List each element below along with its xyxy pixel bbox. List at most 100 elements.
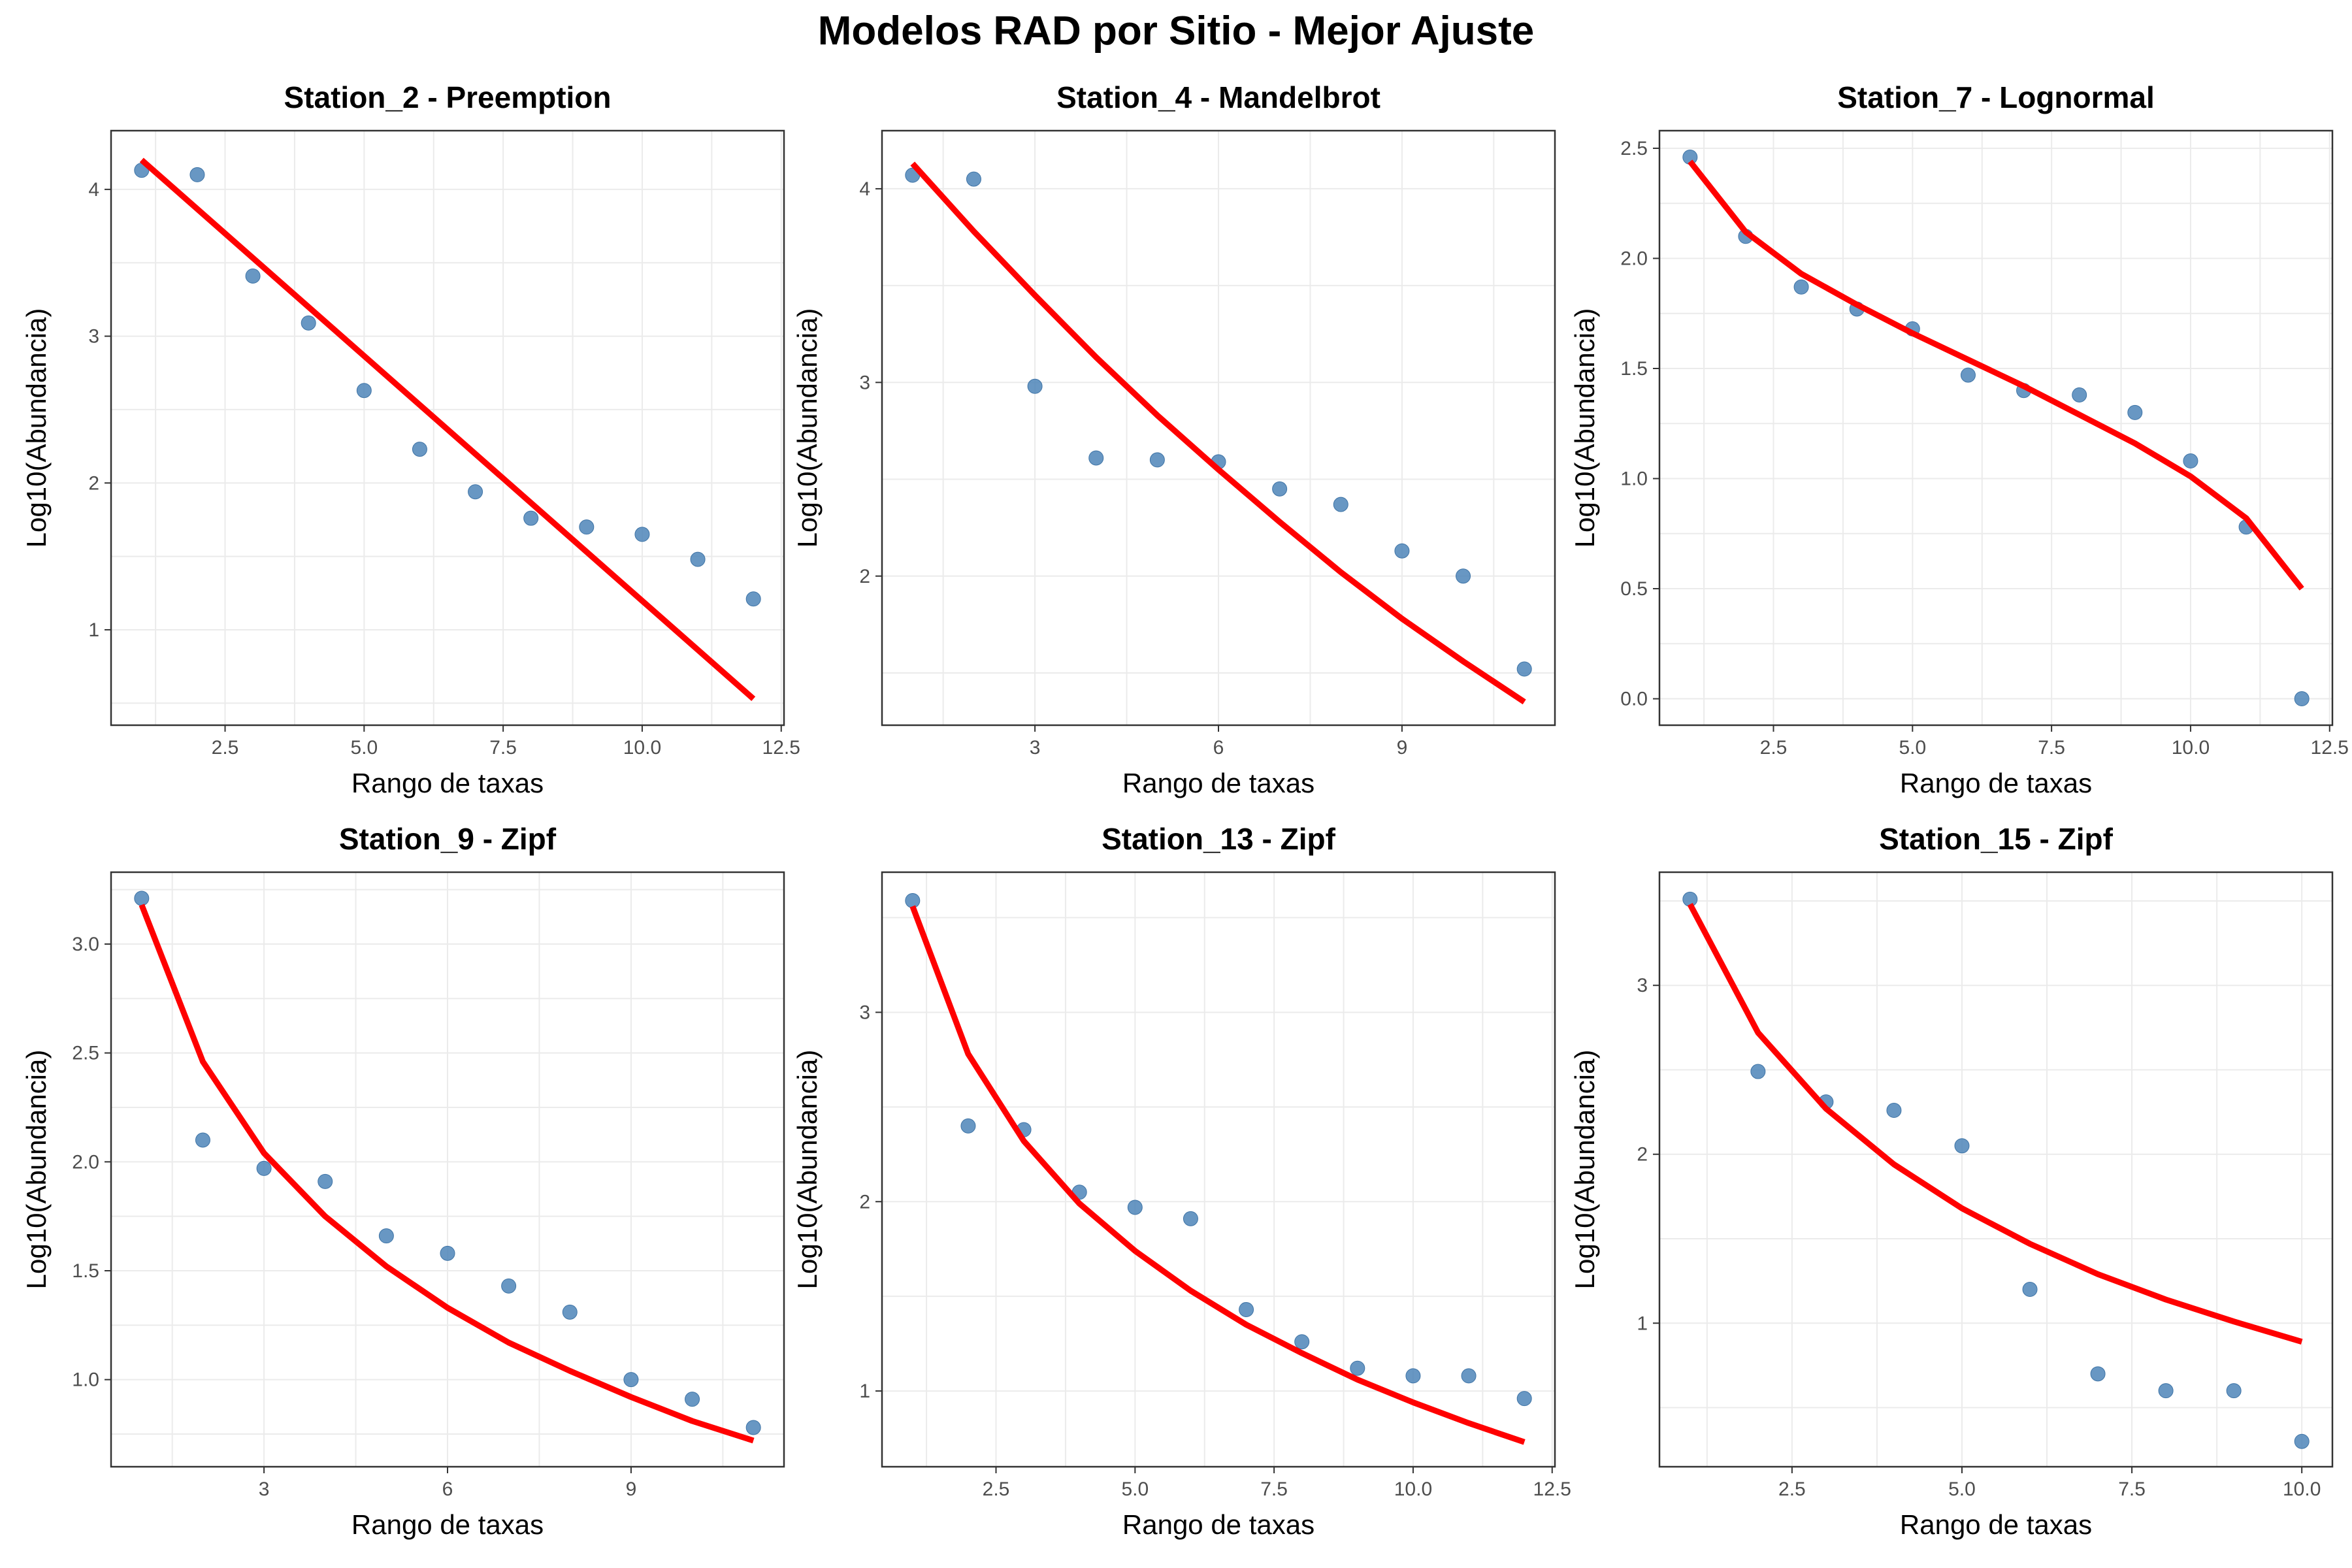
fit-line bbox=[1688, 159, 2304, 591]
data-point bbox=[1183, 1211, 1198, 1226]
data-point bbox=[440, 1245, 455, 1261]
data-point bbox=[2226, 1383, 2242, 1399]
y-tick-label: 2.5 bbox=[1620, 138, 1648, 159]
y-tick-label: 1.0 bbox=[1620, 468, 1648, 490]
data-point bbox=[2158, 1383, 2174, 1399]
x-tick-label: 2.5 bbox=[983, 1478, 1010, 1500]
x-tick-label: 2.5 bbox=[212, 737, 239, 759]
panel-title: Station_15 - Zipf bbox=[1879, 822, 2113, 856]
y-tick-label: 2.0 bbox=[72, 1151, 99, 1173]
x-tick-label: 9 bbox=[1397, 737, 1408, 759]
data-point bbox=[745, 591, 761, 607]
y-axis-label: Log10(Abundancia) bbox=[792, 308, 823, 548]
y-axis-label: Log10(Abundancia) bbox=[1569, 1050, 1600, 1290]
y-tick-label: 2 bbox=[859, 1191, 870, 1213]
y-tick-label: 2.0 bbox=[1620, 248, 1648, 269]
panel-frame bbox=[1658, 871, 2334, 1468]
x-tick-label: 3 bbox=[1030, 737, 1041, 759]
data-point bbox=[2022, 1282, 2038, 1298]
x-tick-label: 12.5 bbox=[762, 737, 800, 759]
data-point bbox=[468, 484, 483, 500]
x-tick-label: 5.0 bbox=[1899, 737, 1926, 759]
x-tick-label: 2.5 bbox=[1778, 1478, 1806, 1500]
x-tick-label: 10.0 bbox=[623, 737, 661, 759]
x-tick-label: 6 bbox=[442, 1478, 453, 1500]
panel-frame bbox=[881, 129, 1556, 727]
data-point bbox=[356, 383, 372, 399]
data-point bbox=[1886, 1103, 1902, 1119]
panel-frame bbox=[110, 871, 785, 1468]
data-point bbox=[378, 1228, 394, 1244]
y-tick-label: 1.0 bbox=[72, 1369, 99, 1391]
x-tick-label: 5.0 bbox=[1948, 1478, 1976, 1500]
data-point bbox=[634, 527, 650, 542]
data-point bbox=[189, 167, 205, 182]
data-point bbox=[745, 1420, 761, 1435]
x-tick-label: 6 bbox=[1213, 737, 1224, 759]
panel-frame bbox=[1658, 129, 2334, 727]
panel-title: Station_9 - Zipf bbox=[339, 822, 557, 856]
data-point bbox=[301, 315, 316, 331]
x-tick-label: 3 bbox=[259, 1478, 270, 1500]
x-tick-label: 7.5 bbox=[2038, 737, 2065, 759]
x-tick-label: 5.0 bbox=[350, 737, 378, 759]
x-tick-label: 7.5 bbox=[1260, 1478, 1288, 1500]
y-tick-label: 1.5 bbox=[1620, 358, 1648, 380]
data-point bbox=[1750, 1064, 1766, 1079]
x-axis-label: Rango de taxas bbox=[1900, 768, 2092, 798]
data-point bbox=[2294, 691, 2310, 707]
x-tick-label: 10.0 bbox=[1394, 1478, 1432, 1500]
data-point bbox=[1405, 1368, 1421, 1384]
y-tick-label: 2 bbox=[88, 472, 99, 494]
y-tick-label: 0.5 bbox=[1620, 578, 1648, 600]
y-tick-label: 1 bbox=[1637, 1313, 1648, 1334]
data-point bbox=[195, 1132, 210, 1148]
data-point bbox=[501, 1278, 517, 1294]
y-tick-label: 3 bbox=[1637, 975, 1648, 996]
data-point bbox=[1088, 450, 1104, 466]
y-axis-label: Log10(Abundancia) bbox=[21, 1050, 52, 1290]
y-tick-label: 1 bbox=[859, 1380, 870, 1402]
data-point bbox=[1239, 1301, 1254, 1317]
fit-line bbox=[139, 157, 756, 701]
x-axis-label: Rango de taxas bbox=[351, 1509, 544, 1540]
x-axis-label: Rango de taxas bbox=[351, 768, 544, 798]
panel-1: Station_2 - Preemption 2.5 5.0 7.5 10.0 12.5 1… bbox=[21, 80, 800, 798]
fit-line bbox=[910, 161, 1526, 705]
data-point bbox=[1149, 452, 1165, 468]
x-axis-label: Rango de taxas bbox=[1122, 768, 1315, 798]
x-tick-label: 7.5 bbox=[2118, 1478, 2146, 1500]
data-point bbox=[1461, 1368, 1477, 1384]
fit-line bbox=[1687, 902, 2303, 1345]
x-tick-label: 10.0 bbox=[2172, 737, 2210, 759]
panel-title: Station_13 - Zipf bbox=[1102, 822, 1335, 856]
data-point bbox=[1350, 1360, 1365, 1376]
panel-frame bbox=[110, 129, 785, 727]
data-point bbox=[2127, 404, 2143, 420]
data-point bbox=[1456, 568, 1471, 584]
y-tick-label: 3 bbox=[859, 372, 870, 393]
panel-title: Station_2 - Preemption bbox=[284, 80, 612, 114]
x-tick-label: 7.5 bbox=[489, 737, 517, 759]
y-tick-label: 0.0 bbox=[1620, 689, 1648, 710]
data-point bbox=[318, 1173, 333, 1189]
y-tick-label: 4 bbox=[88, 179, 99, 201]
data-point bbox=[562, 1304, 578, 1320]
panel-6: Station_15 - Zipf 2.5 5.0 7.5 10.0 1 2 3 Rango d… bbox=[1569, 822, 2334, 1540]
fit-line bbox=[909, 905, 1526, 1445]
data-point bbox=[1394, 543, 1410, 559]
panel-title: Station_4 - Mandelbrot bbox=[1056, 80, 1380, 114]
x-tick-label: 12.5 bbox=[1533, 1478, 1571, 1500]
data-point bbox=[1954, 1138, 1970, 1154]
data-point bbox=[1272, 481, 1288, 497]
data-point bbox=[2183, 453, 2198, 469]
panel-4: Station_9 - Zipf 3 6 9 1.0 1.5 2.0 2.5 3.0 Rango … bbox=[21, 822, 785, 1540]
data-point bbox=[1516, 661, 1532, 677]
x-axis-label: Rango de taxas bbox=[1900, 1509, 2092, 1540]
panel-5: Station_13 - Zipf 2.5 5.0 7.5 10.0 12.5 1 2 3 Ran… bbox=[792, 822, 1571, 1540]
x-tick-label: 9 bbox=[626, 1478, 637, 1500]
x-tick-label: 2.5 bbox=[1760, 737, 1788, 759]
